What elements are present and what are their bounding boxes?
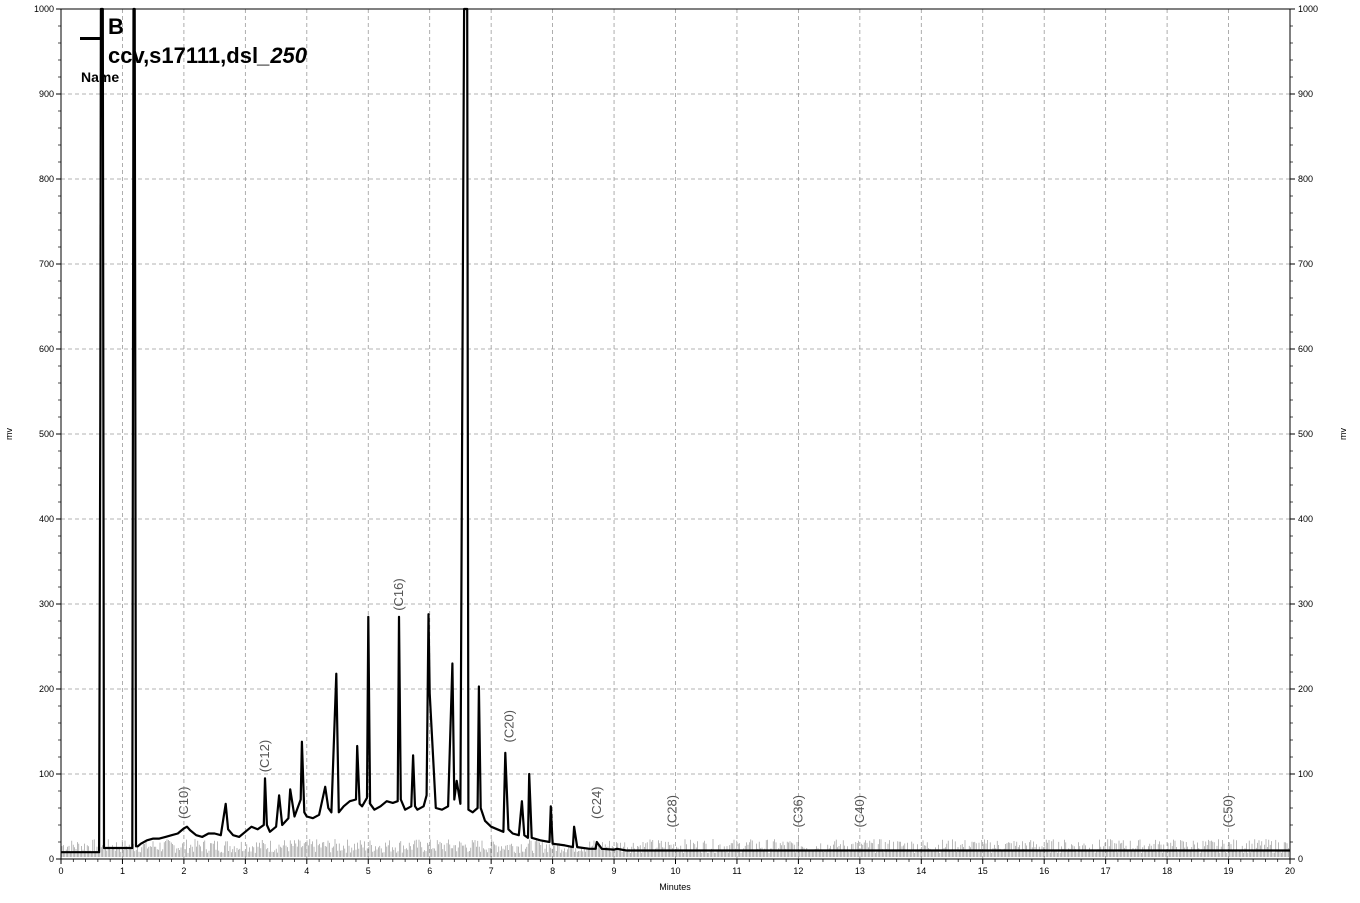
legend-series-italic: _250 (256, 43, 308, 68)
x-tick-label: 16 (1039, 866, 1049, 876)
x-tick-label: 0 (58, 866, 63, 876)
y-tick-label-right: 400 (1298, 514, 1313, 524)
legend-series-plain: ccv,s17111,dsl (108, 43, 258, 68)
x-tick-label: 13 (855, 866, 865, 876)
y-tick-label-right: 700 (1298, 259, 1313, 269)
y-tick-label-left: 300 (39, 599, 54, 609)
y-tick-label-right: 500 (1298, 429, 1313, 439)
x-tick-label: 15 (978, 866, 988, 876)
peak-annotation: (C12) (257, 740, 272, 773)
x-tick-label: 18 (1162, 866, 1172, 876)
y-tick-label-right: 900 (1298, 89, 1313, 99)
y-tick-label-left: 200 (39, 684, 54, 694)
y-tick-label-right: 600 (1298, 344, 1313, 354)
x-tick-label: 7 (489, 866, 494, 876)
x-tick-label: 4 (304, 866, 309, 876)
legend-series-name: ccv,s17111,dsl_250 (108, 43, 308, 68)
peak-annotation: (C24) (589, 786, 604, 819)
baseline-noise-layer (61, 839, 1291, 857)
y-tick-label-left: 100 (39, 769, 54, 779)
y-tick-label-left: 600 (39, 344, 54, 354)
x-tick-label: 5 (366, 866, 371, 876)
y-tick-label-right: 100 (1298, 769, 1313, 779)
x-tick-label: 19 (1224, 866, 1234, 876)
y-tick-label-right: 200 (1298, 684, 1313, 694)
x-tick-label: 8 (550, 866, 555, 876)
y-tick-label-left: 800 (39, 174, 54, 184)
y-tick-label-left: 1000 (34, 4, 54, 14)
grid-layer (61, 9, 1290, 859)
peak-annotation: (C20) (502, 710, 517, 743)
x-tick-label: 1 (120, 866, 125, 876)
y-axis-title-right: mv (1338, 428, 1348, 440)
x-tick-label: 20 (1285, 866, 1295, 876)
x-tick-label: 17 (1101, 866, 1111, 876)
x-tick-label: 10 (670, 866, 680, 876)
y-tick-label-left: 400 (39, 514, 54, 524)
x-tick-label: 12 (793, 866, 803, 876)
peak-annotation: (C36) (790, 795, 805, 828)
y-tick-label-right: 0 (1298, 854, 1303, 864)
y-tick-label-right: 800 (1298, 174, 1313, 184)
x-tick-label: 9 (612, 866, 617, 876)
y-tick-label-left: 0 (49, 854, 54, 864)
x-axis-title: Minutes (659, 882, 691, 892)
legend: B ccv,s17111,dsl_250 Name (80, 14, 308, 85)
x-tick-label: 2 (181, 866, 186, 876)
y-axis-title-left: mv (4, 428, 14, 440)
x-tick-label: 6 (427, 866, 432, 876)
peak-annotation: (C50) (1221, 795, 1236, 828)
y-tick-label-right: 300 (1298, 599, 1313, 609)
y-tick-label-left: 900 (39, 89, 54, 99)
peak-annotation: (C16) (391, 578, 406, 611)
legend-name-caption: Name (81, 69, 119, 85)
x-tick-label: 3 (243, 866, 248, 876)
y-tick-label-left: 700 (39, 259, 54, 269)
label-layer: (C10) (C12) (C16) (C20) (C24) (C28) (C36) (C40)… (176, 578, 1236, 827)
peak-annotation: (C10) (176, 786, 191, 819)
peak-annotation: (C28) (664, 795, 679, 828)
y-tick-label-left: 500 (39, 429, 54, 439)
x-tick-label: 11 (732, 866, 741, 876)
legend-line-swatch (80, 37, 100, 40)
x-tick-label: 14 (916, 866, 926, 876)
series-0-line (61, 7, 1290, 854)
peak-annotation: (C40) (852, 795, 867, 828)
legend-title: B (108, 14, 124, 39)
baseline-noise (61, 839, 1291, 857)
y-tick-label-right: 1000 (1298, 4, 1318, 14)
trace-layer (61, 7, 1290, 854)
